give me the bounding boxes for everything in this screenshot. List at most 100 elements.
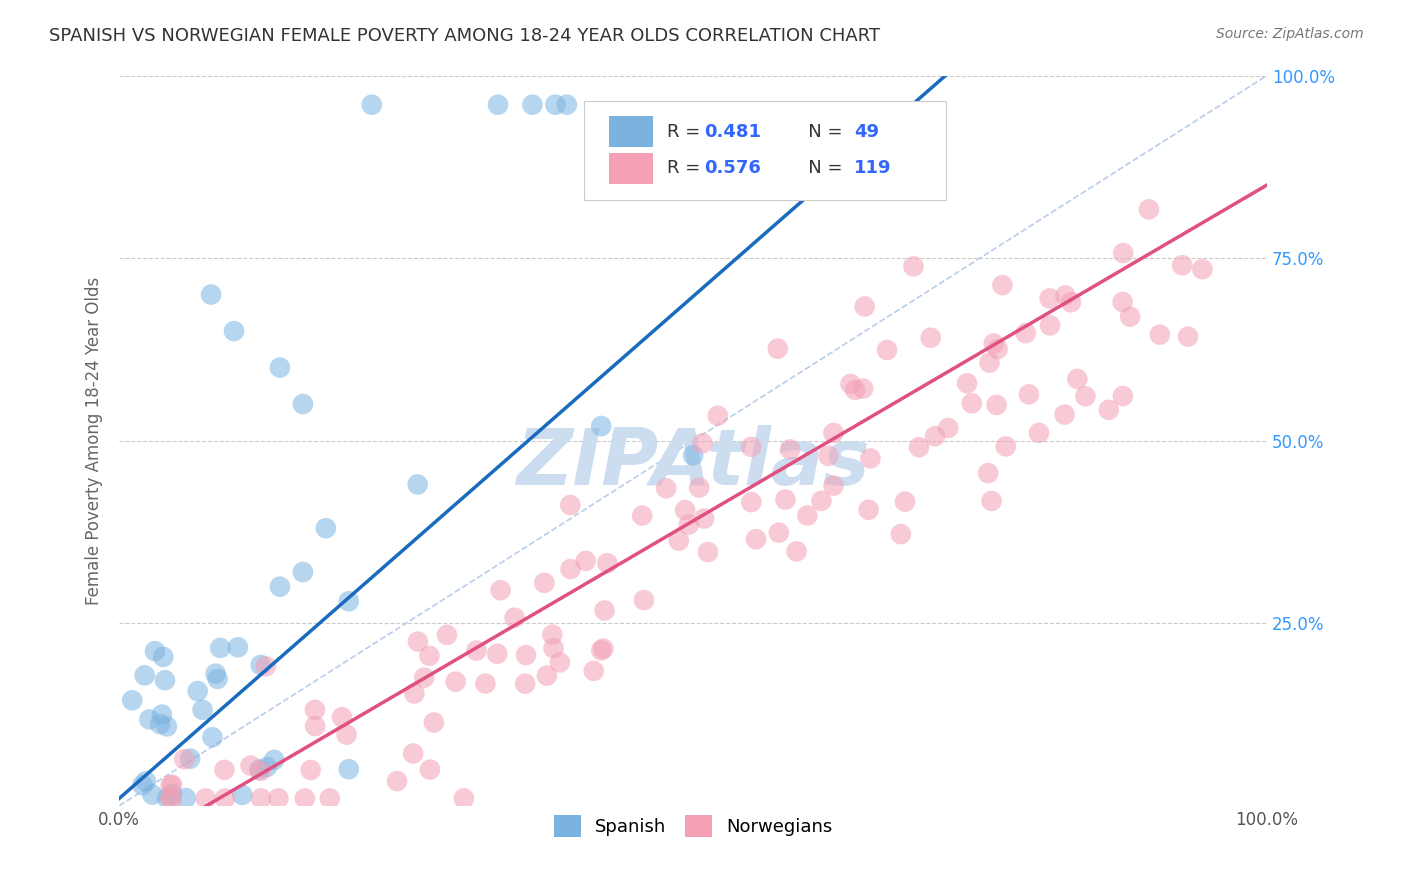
Point <box>406 634 429 648</box>
Point <box>779 442 801 457</box>
Point <box>986 398 1008 412</box>
Point <box>503 610 526 624</box>
Point <box>1111 294 1133 309</box>
Point <box>655 481 678 495</box>
Y-axis label: Female Poverty Among 18-24 Year Olds: Female Poverty Among 18-24 Year Olds <box>86 277 103 605</box>
Point <box>299 763 322 777</box>
Point <box>250 791 273 805</box>
Point <box>678 517 700 532</box>
Point <box>249 764 271 778</box>
Point <box>890 527 912 541</box>
Point <box>673 503 696 517</box>
Point <box>980 494 1002 508</box>
Point <box>697 545 720 559</box>
Text: N =: N = <box>790 160 848 178</box>
Point <box>956 376 979 391</box>
Point <box>187 684 209 698</box>
Point <box>560 498 582 512</box>
Point <box>1054 288 1077 302</box>
Point <box>191 703 214 717</box>
Point <box>204 666 226 681</box>
Point <box>453 791 475 805</box>
Point <box>153 673 176 688</box>
Point <box>160 778 183 792</box>
Text: 119: 119 <box>853 160 891 178</box>
Point <box>247 763 270 777</box>
Point <box>593 603 616 617</box>
Point <box>786 544 808 558</box>
Point <box>1137 202 1160 217</box>
Point <box>688 481 710 495</box>
Point <box>1060 295 1083 310</box>
Point <box>987 342 1010 356</box>
Point <box>152 649 174 664</box>
Text: R =: R = <box>666 160 706 178</box>
Point <box>214 763 236 777</box>
Point <box>817 449 839 463</box>
Point <box>231 788 253 802</box>
Point <box>402 747 425 761</box>
Point <box>924 429 946 443</box>
Point <box>256 760 278 774</box>
Point <box>541 627 564 641</box>
Point <box>156 791 179 805</box>
Point <box>267 791 290 805</box>
Legend: Spanish, Norwegians: Spanish, Norwegians <box>547 807 839 844</box>
Point <box>141 788 163 802</box>
Point <box>304 703 326 717</box>
Point <box>977 466 1000 480</box>
Point <box>486 97 509 112</box>
Point <box>304 719 326 733</box>
Point <box>920 331 942 345</box>
Point <box>263 753 285 767</box>
Point <box>335 728 357 742</box>
Point <box>121 693 143 707</box>
Point <box>160 787 183 801</box>
Point <box>936 421 959 435</box>
Point <box>1112 389 1135 403</box>
Point <box>692 436 714 450</box>
Point <box>823 478 845 492</box>
Point <box>1074 389 1097 403</box>
Point <box>319 791 342 805</box>
Text: ZIPAtlas: ZIPAtlas <box>516 425 870 500</box>
Point <box>337 762 360 776</box>
FancyBboxPatch shape <box>609 117 652 147</box>
Text: SPANISH VS NORWEGIAN FEMALE POVERTY AMONG 18-24 YEAR OLDS CORRELATION CHART: SPANISH VS NORWEGIAN FEMALE POVERTY AMON… <box>49 27 880 45</box>
Point <box>269 360 291 375</box>
Point <box>740 440 762 454</box>
Point <box>294 791 316 805</box>
Point <box>823 425 845 440</box>
Point <box>991 278 1014 293</box>
Point <box>979 356 1001 370</box>
Point <box>775 492 797 507</box>
Point <box>159 779 181 793</box>
Text: 0.481: 0.481 <box>704 123 762 141</box>
Point <box>522 97 544 112</box>
Point <box>740 495 762 509</box>
Point <box>668 533 690 548</box>
Point <box>1066 372 1088 386</box>
Point <box>135 774 157 789</box>
Point <box>159 791 181 805</box>
Point <box>209 640 232 655</box>
Point <box>222 324 245 338</box>
FancyBboxPatch shape <box>583 101 946 200</box>
Point <box>575 554 598 568</box>
Point <box>131 778 153 792</box>
Point <box>555 97 578 112</box>
Point <box>474 676 496 690</box>
Point <box>853 300 876 314</box>
Point <box>536 668 558 682</box>
Point <box>173 752 195 766</box>
Text: Source: ZipAtlas.com: Source: ZipAtlas.com <box>1216 27 1364 41</box>
Point <box>385 774 408 789</box>
Point <box>633 593 655 607</box>
Point <box>138 712 160 726</box>
Point <box>406 477 429 491</box>
Point <box>682 448 704 462</box>
Point <box>1177 329 1199 343</box>
Point <box>1098 402 1121 417</box>
Point <box>201 730 224 744</box>
Point <box>1018 387 1040 401</box>
